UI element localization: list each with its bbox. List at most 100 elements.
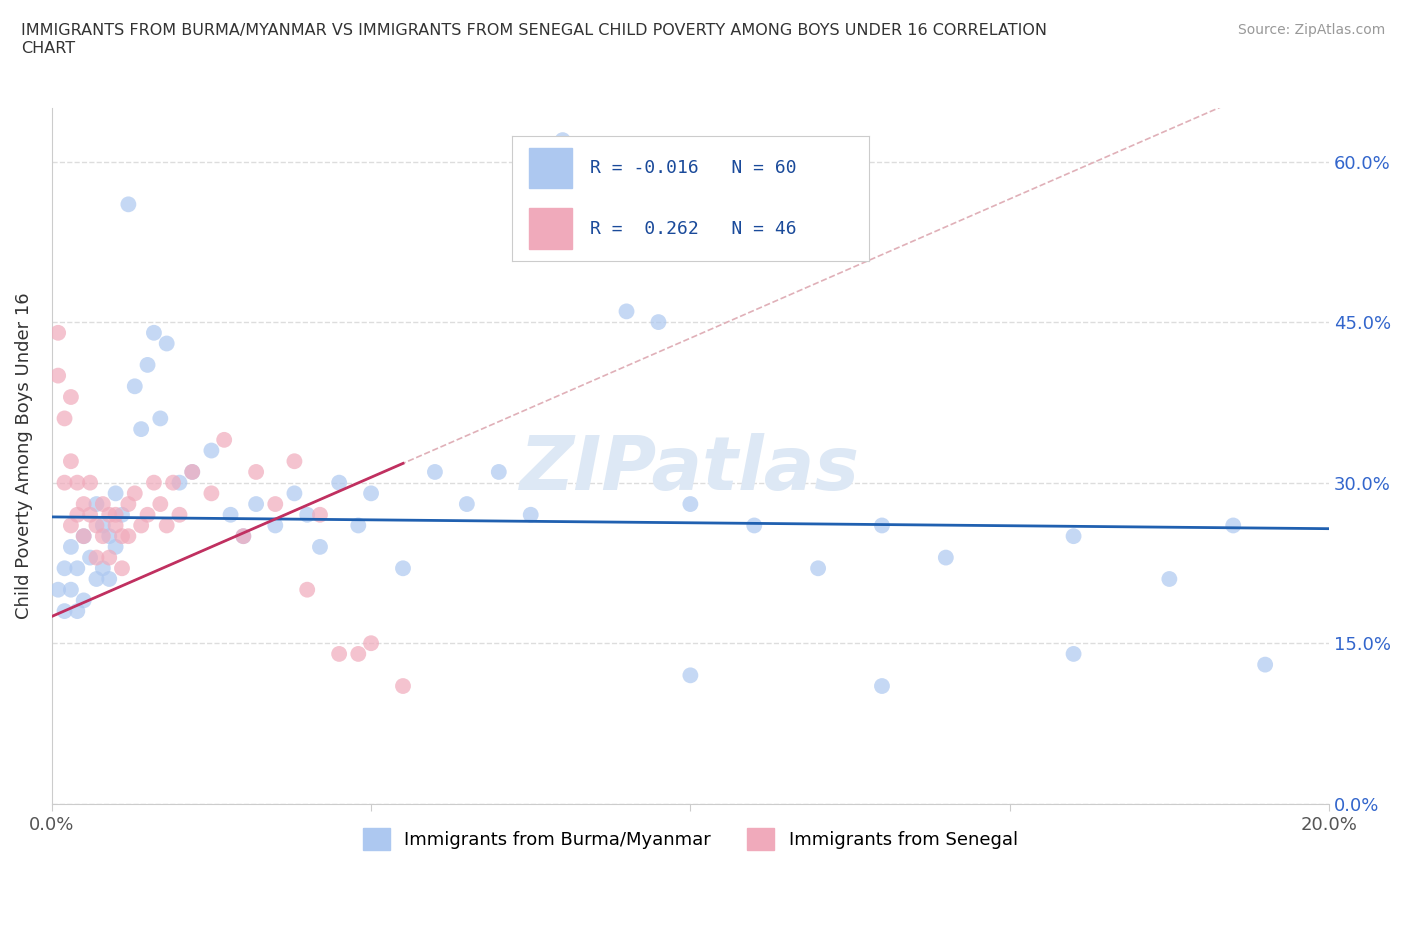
Point	[149, 497, 172, 512]
Point	[53, 604, 76, 618]
Point	[283, 454, 305, 469]
Point	[86, 551, 108, 565]
Point	[1063, 529, 1085, 544]
Point	[1063, 646, 1085, 661]
Point	[309, 508, 332, 523]
Point	[169, 475, 191, 490]
Point	[104, 485, 127, 500]
Point	[360, 636, 382, 651]
Point	[456, 497, 478, 512]
Point	[46, 368, 69, 383]
Point	[142, 475, 165, 490]
Point	[53, 475, 76, 490]
Point	[392, 679, 415, 694]
Point	[309, 539, 332, 554]
Point	[98, 508, 121, 523]
Point	[91, 518, 114, 533]
Point	[111, 529, 134, 544]
Point	[79, 551, 101, 565]
Point	[46, 326, 69, 340]
Point	[181, 464, 204, 479]
Point	[200, 443, 222, 458]
Point	[73, 529, 96, 544]
Point	[117, 529, 139, 544]
Point	[742, 518, 765, 533]
Point	[245, 464, 267, 479]
Point	[53, 561, 76, 576]
Point	[59, 539, 82, 554]
Point	[162, 475, 184, 490]
Point	[117, 197, 139, 212]
Point	[870, 679, 893, 694]
Point	[264, 497, 287, 512]
Point	[328, 646, 350, 661]
Point	[46, 582, 69, 597]
Point	[111, 561, 134, 576]
Point	[53, 411, 76, 426]
Point	[169, 508, 191, 523]
Point	[807, 561, 830, 576]
Point	[245, 497, 267, 512]
Point	[66, 604, 89, 618]
Text: IMMIGRANTS FROM BURMA/MYANMAR VS IMMIGRANTS FROM SENEGAL CHILD POVERTY AMONG BOY: IMMIGRANTS FROM BURMA/MYANMAR VS IMMIGRA…	[21, 23, 1047, 56]
Point	[519, 508, 541, 523]
Point	[104, 508, 127, 523]
Point	[935, 551, 957, 565]
Point	[232, 529, 254, 544]
Point	[91, 529, 114, 544]
Point	[66, 475, 89, 490]
Point	[86, 572, 108, 587]
Point	[1254, 658, 1277, 672]
Point	[111, 508, 134, 523]
Point	[283, 485, 305, 500]
Point	[59, 582, 82, 597]
Point	[59, 518, 82, 533]
Point	[98, 529, 121, 544]
Point	[73, 593, 96, 608]
Point	[59, 454, 82, 469]
Point	[295, 508, 318, 523]
Point	[392, 561, 415, 576]
Point	[181, 464, 204, 479]
Point	[73, 529, 96, 544]
Point	[136, 508, 159, 523]
Point	[328, 475, 350, 490]
Point	[616, 304, 638, 319]
Point	[73, 497, 96, 512]
Point	[156, 518, 179, 533]
Point	[347, 646, 370, 661]
Point	[347, 518, 370, 533]
Point	[91, 497, 114, 512]
Point	[679, 668, 702, 683]
Point	[104, 518, 127, 533]
Point	[136, 357, 159, 372]
Text: Source: ZipAtlas.com: Source: ZipAtlas.com	[1237, 23, 1385, 37]
Point	[124, 379, 146, 393]
Point	[679, 497, 702, 512]
Point	[423, 464, 446, 479]
Point	[1222, 518, 1244, 533]
Point	[104, 539, 127, 554]
Point	[117, 497, 139, 512]
Point	[91, 561, 114, 576]
Point	[79, 475, 101, 490]
Point	[149, 411, 172, 426]
Point	[66, 561, 89, 576]
Point	[129, 421, 152, 436]
Point	[66, 508, 89, 523]
Point	[98, 551, 121, 565]
Point	[264, 518, 287, 533]
Point	[200, 485, 222, 500]
Point	[583, 207, 606, 222]
Point	[295, 582, 318, 597]
Point	[86, 497, 108, 512]
Point	[79, 508, 101, 523]
Point	[870, 518, 893, 533]
Point	[212, 432, 235, 447]
Point	[59, 390, 82, 405]
Point	[360, 485, 382, 500]
Legend: Immigrants from Burma/Myanmar, Immigrants from Senegal: Immigrants from Burma/Myanmar, Immigrant…	[356, 821, 1025, 857]
Y-axis label: Child Poverty Among Boys Under 16: Child Poverty Among Boys Under 16	[15, 293, 32, 619]
Point	[219, 508, 242, 523]
Point	[488, 464, 510, 479]
